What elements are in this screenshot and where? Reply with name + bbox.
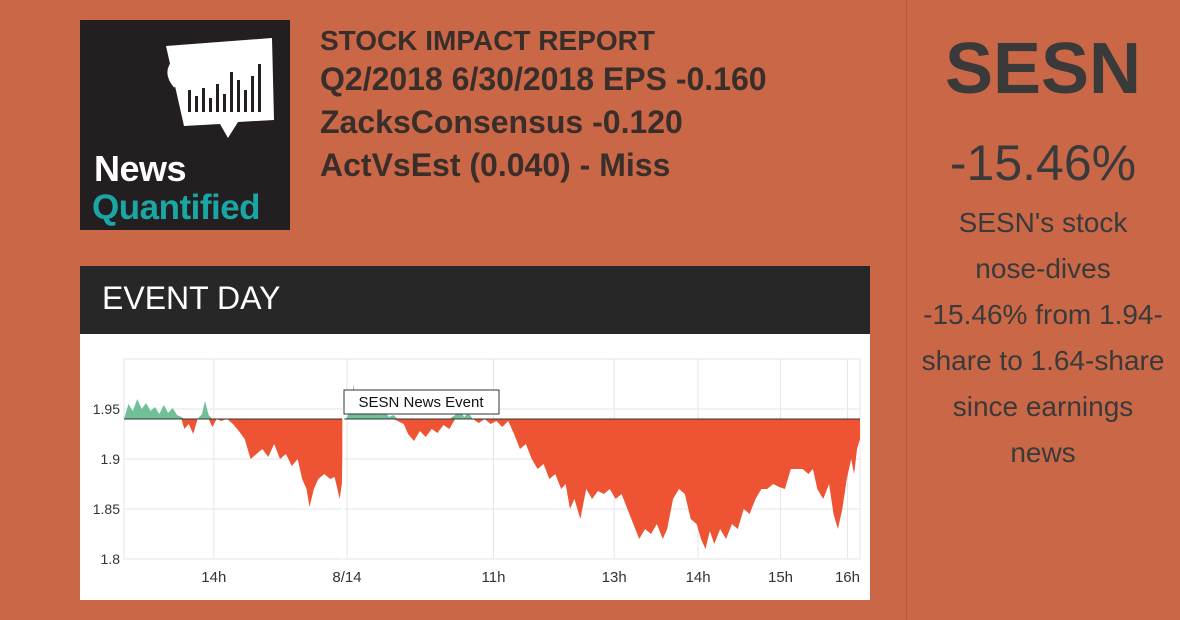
report-consensus-line: ZacksConsensus -0.120 — [320, 104, 683, 140]
x-tick-label: 15h — [768, 569, 793, 586]
y-axis-labels: 1.8 1.85 1.9 1.95 — [93, 401, 120, 567]
x-tick-label: 8/14 — [332, 569, 361, 586]
event-annotation: SESN News Event — [343, 389, 500, 415]
price-change-percent: -15.46% — [949, 135, 1137, 191]
logo-news-text: News — [94, 148, 187, 189]
x-tick-label: 13h — [602, 569, 627, 586]
price-chart: 1.8 1.85 1.9 1.95 14h 8/14 11h 13h 14h 15h 16h SE… — [93, 358, 861, 586]
report-block: STOCK IMPACT REPORT Q2/2018 6/30/2018 EP… — [320, 24, 767, 187]
report-eps-line: Q2/2018 6/30/2018 EPS -0.160 — [320, 61, 767, 97]
event-day-header: EVENT DAY — [80, 266, 870, 334]
speech-bubble-bars-icon — [166, 38, 274, 138]
event-annotation-label: SESN News Event — [358, 394, 484, 411]
y-tick-label: 1.9 — [101, 451, 121, 467]
y-tick-label: 1.8 — [101, 551, 121, 567]
x-tick-label: 14h — [686, 569, 711, 586]
x-tick-label: 11h — [482, 569, 506, 586]
y-tick-label: 1.95 — [93, 401, 120, 417]
chart-panel: 1.8 1.85 1.9 1.95 14h 8/14 11h 13h 14h 15h 16h SE… — [80, 334, 870, 600]
report-title: STOCK IMPACT REPORT — [320, 25, 655, 56]
ticker-symbol: SESN — [944, 29, 1142, 109]
chart-areas — [124, 384, 860, 549]
logo-quantified-text: Quantified — [92, 188, 261, 227]
report-actual-vs-estimate-line: ActVsEst (0.040) - Miss — [320, 147, 671, 183]
price-area-below-baseline — [124, 419, 860, 549]
x-tick-label: 16h — [835, 569, 860, 586]
x-axis-labels: 14h 8/14 11h 13h 14h 15h 16h — [201, 569, 860, 586]
news-quantified-logo: News Quantified — [80, 20, 290, 230]
summary-text: SESN's stock nose-dives -15.46% from 1.9… — [921, 207, 1165, 468]
x-tick-label: 14h — [201, 569, 226, 586]
event-annotation-box — [343, 389, 500, 415]
y-tick-label: 1.85 — [93, 501, 120, 517]
event-day-title: EVENT DAY — [102, 280, 281, 316]
panel-divider — [906, 0, 907, 620]
